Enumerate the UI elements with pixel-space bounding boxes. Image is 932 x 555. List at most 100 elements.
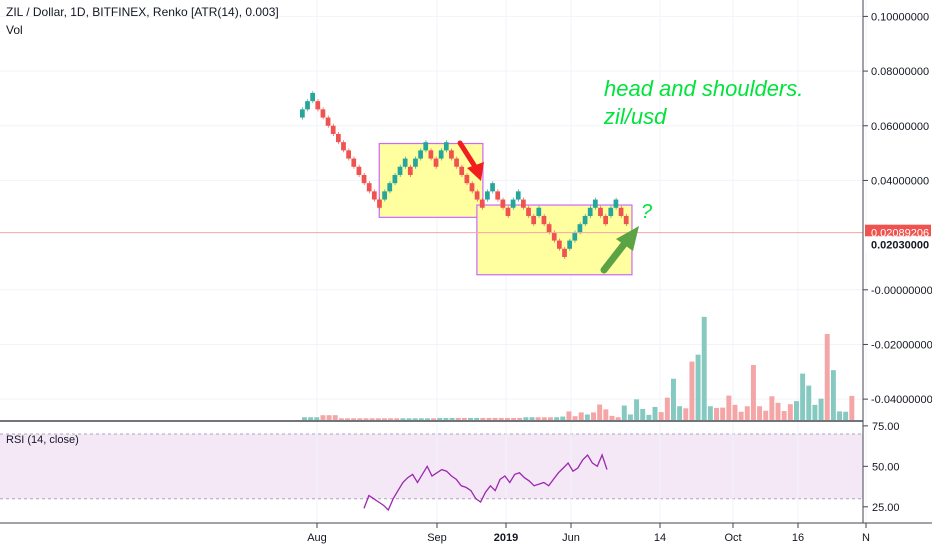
renko-brick xyxy=(310,92,316,102)
time-tick-label: 2019 xyxy=(494,532,518,544)
volume-bar xyxy=(714,407,719,420)
volume-bar xyxy=(757,406,763,420)
price-tick-label: -0.04000000 xyxy=(871,394,932,406)
renko-brick xyxy=(598,207,603,216)
volume-bar xyxy=(707,406,713,420)
volume-bar xyxy=(818,398,824,420)
rsi-legend[interactable]: RSI (14, close) xyxy=(6,434,79,446)
volume-bar xyxy=(824,334,830,420)
volume-bar xyxy=(794,401,799,420)
annotation-head-and-shoulders: head and shoulders. xyxy=(604,76,803,101)
volume-bar xyxy=(535,417,541,420)
volume-bar xyxy=(511,417,517,420)
renko-brick xyxy=(479,199,485,208)
renko-brick xyxy=(536,207,542,216)
renko-brick xyxy=(572,232,578,241)
volume-bar xyxy=(412,418,418,420)
volume-bar xyxy=(449,417,455,420)
renko-brick xyxy=(618,207,624,216)
renko-brick xyxy=(371,191,377,200)
price-tick-label: -0.00000000 xyxy=(871,285,932,297)
price-tick-label: 0.08000000 xyxy=(871,66,929,78)
down-arrow-head xyxy=(467,162,484,181)
price-tag-label: 0.02030000 xyxy=(871,239,929,251)
volume-bar xyxy=(572,416,578,420)
renko-brick xyxy=(603,215,608,225)
renko-brick xyxy=(361,174,367,184)
renko-brick xyxy=(515,191,521,200)
volume-bar xyxy=(584,414,590,420)
volume-bar xyxy=(726,395,732,420)
time-tick-label: Oct xyxy=(724,532,741,544)
renko-brick xyxy=(438,150,444,159)
renko-brick xyxy=(392,174,398,184)
volume-bar xyxy=(394,418,400,420)
price-tick-label: 0.10000000 xyxy=(871,11,929,23)
volume-bar xyxy=(400,418,406,420)
renko-brick xyxy=(413,158,418,167)
volume-bar xyxy=(695,354,701,420)
volume-bar xyxy=(357,418,363,420)
volume-bar xyxy=(554,417,560,420)
renko-brick xyxy=(320,109,326,118)
chart-title[interactable]: ZIL / Dollar, 1D, BITFINEX, Renko [ATR(1… xyxy=(6,5,279,19)
volume-bar xyxy=(640,409,646,420)
volume-bar xyxy=(492,417,498,420)
volume-bar xyxy=(437,417,443,420)
volume-bar xyxy=(468,417,473,420)
renko-brick xyxy=(366,183,372,192)
rsi-band xyxy=(0,433,863,499)
time-tick-label: 14 xyxy=(654,532,666,544)
renko-brick xyxy=(300,109,305,118)
renko-brick xyxy=(546,224,552,233)
volume-legend[interactable]: Vol xyxy=(6,23,23,37)
volume-bar xyxy=(338,418,344,420)
time-axis[interactable]: Aug Sep 2019 Jun 14 Oct 16 N xyxy=(307,523,870,544)
volume-bar xyxy=(849,395,855,420)
volume-bar xyxy=(504,417,510,420)
time-tick-label: Aug xyxy=(307,532,327,544)
volume-bar xyxy=(381,418,387,420)
volume-bar xyxy=(418,418,424,420)
volume-bar xyxy=(689,361,695,420)
up-arrow-head xyxy=(616,226,639,251)
volume-bar xyxy=(523,417,529,420)
volume-bar xyxy=(683,408,689,420)
volume-bar xyxy=(769,396,775,420)
renko-brick xyxy=(495,191,501,200)
annotation-question-mark: ? xyxy=(641,201,653,223)
volume-bar xyxy=(671,378,676,420)
renko-brick xyxy=(613,199,619,208)
renko-brick xyxy=(315,101,321,110)
volume-bar xyxy=(369,418,375,420)
price-axis[interactable]: 0.10000000 0.08000000 0.06000000 0.04000000… xyxy=(863,11,932,406)
volume-bar xyxy=(425,418,430,420)
volume-bar xyxy=(744,406,750,420)
rsi-tick-label: 25.00 xyxy=(872,502,900,514)
renko-brick xyxy=(485,191,490,200)
volume-bar xyxy=(787,404,793,420)
price-tick-label: 0.04000000 xyxy=(871,175,929,187)
volume-bar xyxy=(701,316,707,420)
renko-brick xyxy=(464,174,470,184)
renko-brick xyxy=(351,158,357,167)
volume-bar xyxy=(566,411,572,420)
volume-bar xyxy=(652,406,658,420)
volume-bar xyxy=(830,370,836,420)
volume-bar xyxy=(308,417,314,420)
renko-brick xyxy=(325,117,331,126)
renko-brick xyxy=(335,133,341,143)
rsi-axis[interactable]: 75.00 50.00 25.00 xyxy=(863,421,900,514)
renko-brick xyxy=(443,142,449,151)
volume-bar xyxy=(302,417,307,420)
renko-brick xyxy=(305,101,310,110)
renko-brick xyxy=(474,191,480,200)
volume-bar xyxy=(461,417,467,420)
volume-bar xyxy=(634,399,640,420)
renko-brick xyxy=(356,166,362,175)
volume-bar xyxy=(646,414,652,420)
renko-brick xyxy=(592,199,598,208)
